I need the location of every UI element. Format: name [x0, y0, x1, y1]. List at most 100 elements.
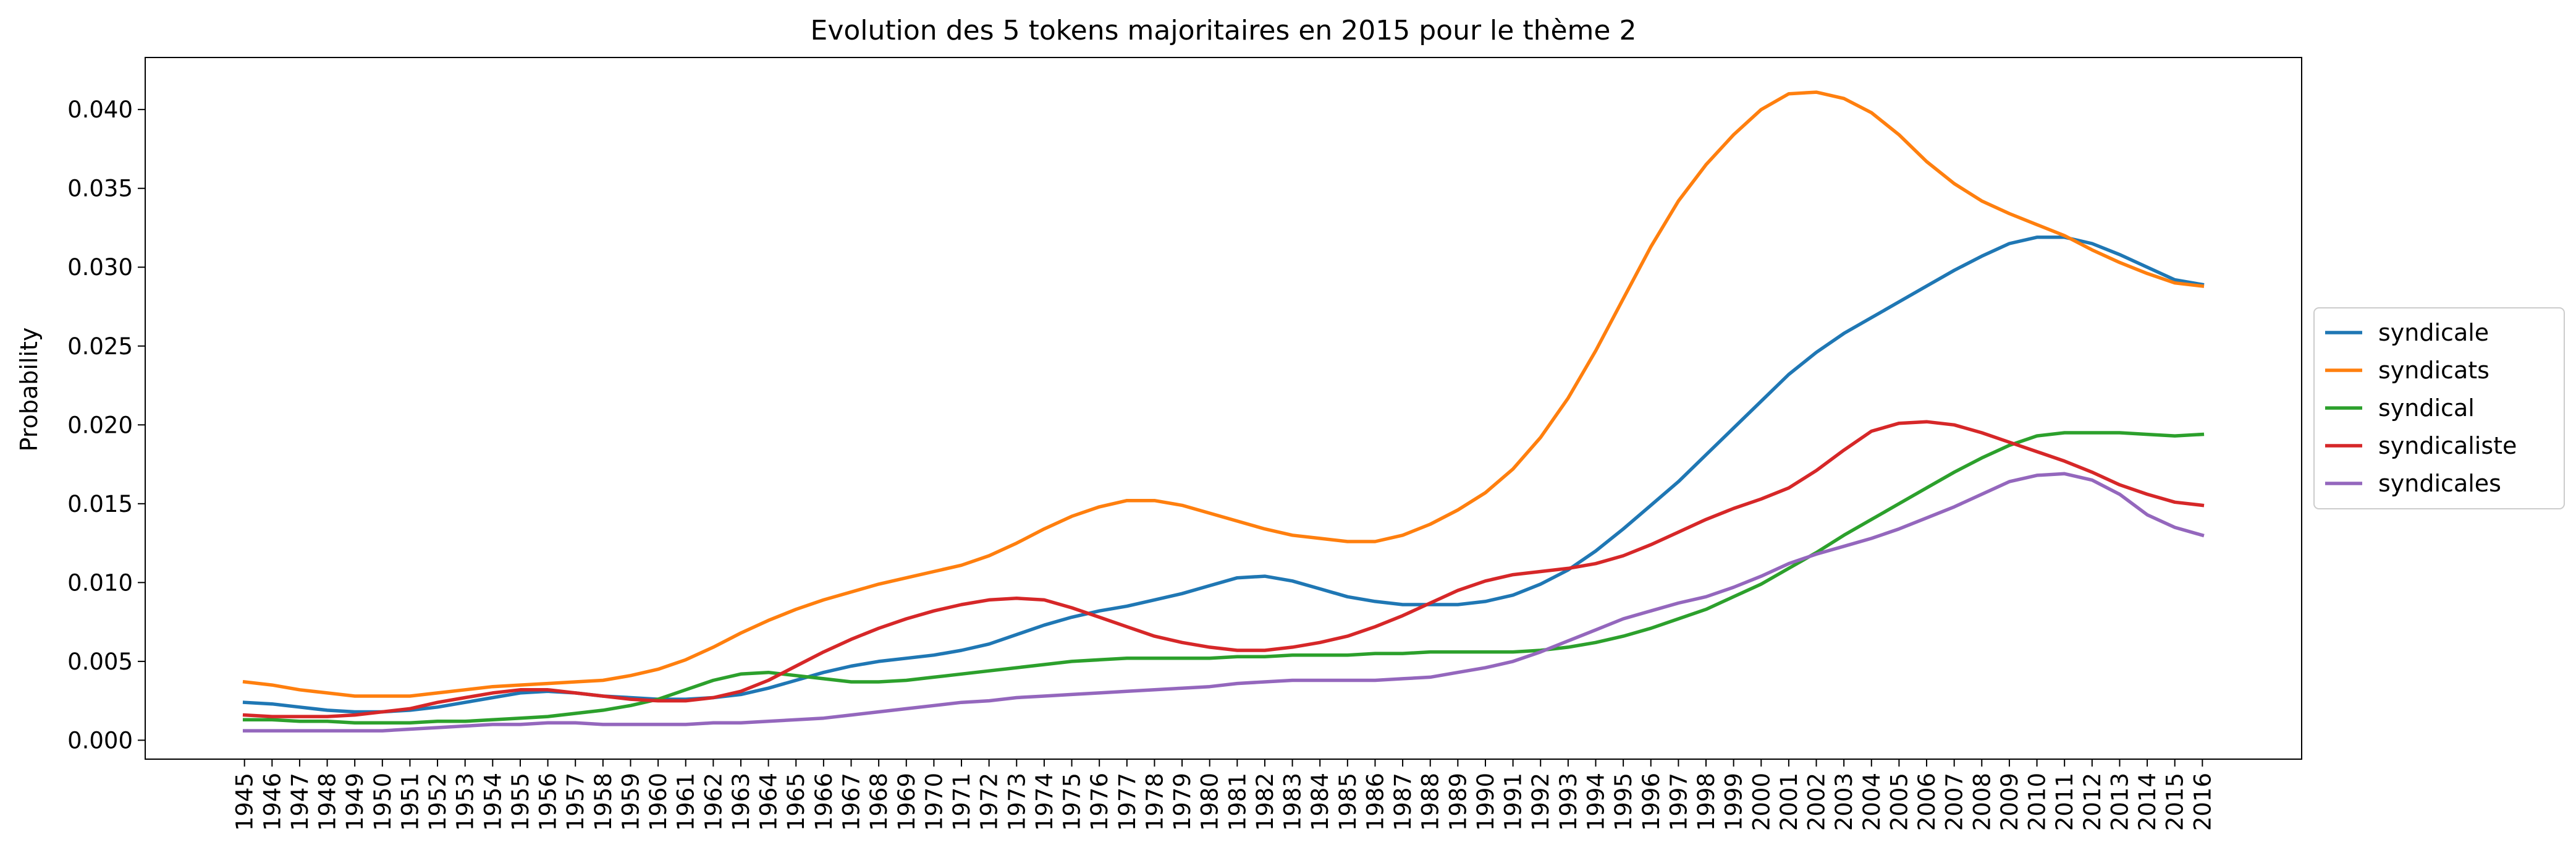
- y-tick-label: 0.020: [67, 412, 133, 438]
- x-tick-label: 1955: [507, 773, 534, 831]
- x-tick-label: 1957: [562, 773, 589, 831]
- x-tick-label: 1947: [287, 773, 313, 831]
- x-tick-label: 1981: [1224, 773, 1251, 831]
- x-tick-label: 1995: [1610, 773, 1637, 831]
- legend-label-syndicale: syndicale: [2378, 319, 2489, 346]
- x-tick-label: 2009: [1996, 773, 2023, 831]
- x-tick-label: 1970: [921, 773, 947, 831]
- x-tick-label: 1990: [1472, 773, 1499, 831]
- x-tick-label: 1959: [617, 773, 644, 831]
- x-tick-label: 1974: [1031, 773, 1058, 831]
- x-tick-label: 2014: [2134, 773, 2161, 831]
- x-tick-label: 1949: [342, 773, 368, 831]
- x-tick-label: 1998: [1693, 773, 1720, 831]
- x-tick-label: 1972: [976, 773, 1003, 831]
- x-tick-label: 1991: [1500, 773, 1527, 831]
- y-tick-label: 0.030: [67, 254, 133, 281]
- x-tick-label: 1979: [1169, 773, 1196, 831]
- x-tick-label: 1994: [1582, 773, 1609, 831]
- x-tick-label: 2008: [1969, 773, 1995, 831]
- x-tick-label: 1953: [452, 773, 479, 831]
- x-tick-label: 1980: [1197, 773, 1223, 831]
- x-tick-label: 2010: [2024, 773, 2051, 831]
- x-tick-label: 2002: [1804, 773, 1830, 831]
- x-tick-label: 2011: [2051, 773, 2078, 831]
- plot-frame: [145, 57, 2302, 760]
- x-tick-label: 1946: [259, 773, 285, 831]
- x-tick-label: 1996: [1638, 773, 1665, 831]
- series-line-syndicaliste: [242, 420, 2205, 718]
- x-tick-label: 1964: [756, 773, 782, 831]
- x-tick-label: 1988: [1417, 773, 1444, 831]
- x-tick-label: 1978: [1141, 773, 1168, 831]
- y-tick-label: 0.005: [67, 648, 133, 675]
- x-tick-label: 1954: [479, 773, 506, 831]
- x-tick-label: 1950: [370, 773, 396, 831]
- y-tick-label: 0.035: [67, 176, 133, 202]
- x-tick-label: 1952: [424, 773, 451, 831]
- y-tick-label: 0.010: [67, 569, 133, 596]
- x-tick-label: 1982: [1252, 773, 1278, 831]
- y-tick-label: 0.040: [67, 96, 133, 123]
- x-tick-label: 2012: [2079, 773, 2106, 831]
- x-tick-label: 2006: [1914, 773, 1940, 831]
- legend-label-syndicaliste: syndicaliste: [2378, 432, 2517, 459]
- legend-label-syndicales: syndicales: [2378, 470, 2501, 497]
- legend: syndicale syndicats syndical syndicaliste sy…: [2313, 307, 2565, 509]
- x-tick-label: 1989: [1445, 773, 1471, 831]
- x-tick-label: 1986: [1362, 773, 1388, 831]
- y-tick-label: 0.000: [67, 727, 133, 754]
- x-tick-label: 1962: [700, 773, 727, 831]
- x-tick-label: 2016: [2189, 773, 2216, 831]
- x-tick-label: 1963: [728, 773, 754, 831]
- legend-label-syndicats: syndicats: [2378, 357, 2489, 384]
- x-tick-label: 1968: [866, 773, 892, 831]
- x-tick-label: 1975: [1059, 773, 1086, 831]
- x-tick-label: 1956: [535, 773, 562, 831]
- y-tick-label: 0.015: [67, 491, 133, 517]
- x-tick-label: 1948: [315, 773, 341, 831]
- x-tick-label: 2004: [1859, 773, 1885, 831]
- series-line-syndicales: [242, 472, 2205, 733]
- x-tick-label: 1958: [590, 773, 617, 831]
- x-tick-label: 1977: [1114, 773, 1141, 831]
- legend-label-syndical: syndical: [2378, 394, 2475, 422]
- x-tick-label: 1967: [838, 773, 865, 831]
- x-tick-label: 2003: [1831, 773, 1857, 831]
- series-line-syndical: [242, 431, 2205, 725]
- x-tick-label: 1987: [1390, 773, 1416, 831]
- x-tick-label: 1965: [783, 773, 809, 831]
- axes: 0.000 0.005 0.010 0.015 0.020 0.025 0.030 0.035…: [67, 57, 2302, 831]
- x-tick-label: 1992: [1527, 773, 1554, 831]
- x-tick-label: 1993: [1555, 773, 1582, 831]
- x-tick-label: 2005: [1886, 773, 1912, 831]
- x-tick-label: 1971: [948, 773, 975, 831]
- x-tick-label: 1945: [232, 773, 258, 831]
- series-lines: [242, 90, 2205, 733]
- x-tick-label: 1985: [1335, 773, 1361, 831]
- x-tick-label: 1961: [673, 773, 699, 831]
- x-tick-label: 1951: [397, 773, 423, 831]
- x-tick-label: 1960: [645, 773, 672, 831]
- y-tick-label: 0.025: [67, 333, 133, 360]
- x-tick-label: 2000: [1748, 773, 1775, 831]
- x-tick-label: 1969: [893, 773, 920, 831]
- chart-title: Evolution des 5 tokens majoritaires en 2…: [811, 15, 1637, 46]
- x-tick-label: 2007: [1941, 773, 1968, 831]
- x-tick-label: 2015: [2162, 773, 2189, 831]
- x-tick-label: 2001: [1776, 773, 1802, 831]
- y-axis-label: Probability: [15, 328, 43, 452]
- x-tick-label: 1973: [1003, 773, 1030, 831]
- x-tick-label: 1984: [1307, 773, 1333, 831]
- x-tick-label: 1966: [811, 773, 837, 831]
- legend-box: [2313, 307, 2565, 509]
- x-tick-label: 1976: [1086, 773, 1113, 831]
- x-tick-label: 2013: [2106, 773, 2133, 831]
- series-line-syndicats: [242, 90, 2205, 698]
- x-tick-label: 1997: [1665, 773, 1692, 831]
- x-tick-label: 1999: [1721, 773, 1747, 831]
- x-tick-label: 1983: [1280, 773, 1306, 831]
